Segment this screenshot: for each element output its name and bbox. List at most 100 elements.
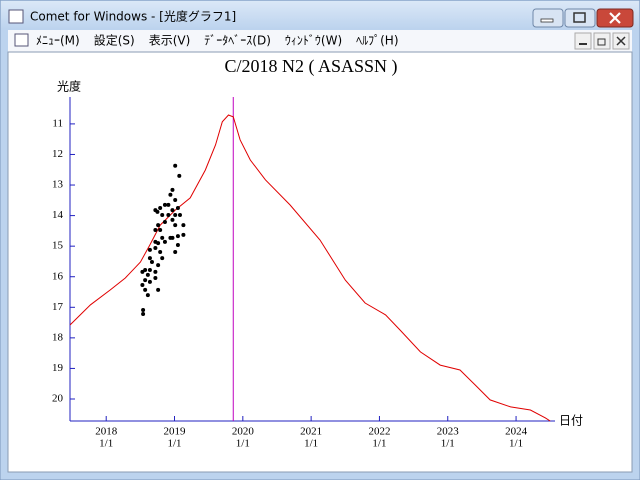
observation	[175, 205, 180, 210]
child-minimize[interactable]	[574, 32, 592, 50]
x-tick-label: 1/1	[509, 438, 523, 450]
y-tick-label: 14	[52, 209, 64, 221]
observation	[153, 275, 158, 280]
window-title: Comet for Windows - [光度グラフ1]	[30, 9, 236, 24]
observation	[168, 192, 173, 197]
observation	[149, 260, 154, 265]
observation	[173, 198, 178, 203]
chart-title: C/2018 N2 ( ASASSN )	[224, 56, 397, 77]
y-tick-label: 12	[52, 148, 63, 160]
observation	[177, 212, 182, 217]
menu-bar	[8, 30, 632, 52]
observation	[170, 187, 175, 192]
y-tick-label: 17	[52, 301, 64, 313]
observation	[147, 279, 152, 284]
observation	[156, 287, 161, 292]
observation	[160, 235, 165, 240]
x-tick-label: 2024	[505, 426, 528, 438]
chart: C/2018 N2 ( ASASSN ) 光度 日付 11 12 13 14 15 16 1…	[52, 56, 583, 449]
light-curve	[69, 114, 551, 422]
observation	[153, 245, 158, 250]
observation	[160, 256, 165, 261]
y-tick-label: 19	[52, 362, 64, 374]
x-tick-label: 1/1	[304, 438, 318, 450]
maximize-button[interactable]	[564, 8, 596, 28]
minimize-button[interactable]	[532, 8, 564, 28]
observation	[166, 202, 171, 207]
observation	[145, 293, 150, 298]
observation	[173, 249, 178, 254]
menu-item[interactable]: 設定(S)	[94, 33, 135, 48]
observation	[170, 208, 175, 213]
observation	[173, 212, 178, 217]
observation	[170, 235, 175, 240]
y-tick-label: 15	[52, 240, 64, 252]
observation	[153, 208, 158, 213]
observation	[156, 241, 161, 246]
observation	[147, 268, 152, 273]
client-area	[7, 51, 633, 473]
app-icon	[8, 9, 24, 24]
menu-item[interactable]: ﾒﾆｭｰ(M)	[36, 34, 80, 48]
observation	[173, 223, 178, 228]
observation	[158, 249, 163, 254]
observation	[141, 308, 146, 313]
x-tick-label: 1/1	[372, 438, 386, 450]
observation	[156, 263, 161, 268]
observation	[170, 217, 175, 222]
observation	[158, 227, 163, 232]
observation	[181, 232, 186, 237]
y-tick-label: 20	[52, 393, 64, 405]
observation	[181, 223, 186, 228]
x-axis-label: 日付	[559, 414, 583, 428]
x-tick-label: 2023	[437, 426, 460, 438]
observation	[153, 269, 158, 274]
observation	[175, 234, 180, 239]
maximize-icon	[573, 12, 586, 23]
y-tick-label: 16	[52, 270, 64, 282]
minimize-icon	[540, 18, 554, 23]
x-tick-label: 2021	[300, 426, 322, 438]
x-tick-label: 1/1	[167, 438, 181, 450]
observation	[156, 223, 161, 228]
observation	[160, 212, 165, 217]
observation	[162, 239, 167, 244]
menu-item[interactable]: ﾍﾙﾌﾟ(H)	[356, 34, 398, 48]
x-tick-label: 2018	[95, 426, 118, 438]
observation	[141, 312, 146, 317]
observation	[175, 242, 180, 247]
observation	[162, 202, 167, 207]
y-tick-label: 11	[52, 117, 63, 129]
observation	[166, 212, 171, 217]
child-restore[interactable]	[593, 32, 611, 50]
close-icon	[609, 12, 621, 24]
menu-item[interactable]: ｳｨﾝﾄﾞｳ(W)	[285, 34, 342, 48]
y-axis-label: 光度	[57, 79, 81, 94]
y-tick-label: 13	[52, 179, 64, 191]
menu-item[interactable]: ﾃﾞｰﾀﾍﾞｰｽ(D)	[204, 34, 271, 48]
observation	[162, 220, 167, 225]
child-close-icon	[616, 36, 626, 46]
observation	[143, 278, 148, 283]
observation	[173, 163, 178, 168]
x-tick-label: 2019	[164, 426, 187, 438]
x-tick-label: 1/1	[236, 438, 250, 450]
x-tick-label: 2022	[368, 426, 390, 438]
observation	[140, 282, 145, 287]
observation	[177, 173, 182, 178]
child-restore-icon	[597, 38, 606, 46]
menu-items: ﾒﾆｭｰ(M) 設定(S) 表示(V) ﾃﾞｰﾀﾍﾞｰｽ(D) ｳｨﾝﾄﾞｳ(W) ﾍﾙﾌ…	[36, 33, 399, 48]
x-tick-label: 1/1	[441, 438, 455, 450]
observation	[145, 272, 150, 277]
x-tick-label: 1/1	[99, 438, 113, 450]
observation	[147, 247, 152, 252]
child-icon	[14, 33, 29, 47]
x-tick-label: 2020	[232, 426, 255, 438]
observation	[158, 205, 163, 210]
menu-item[interactable]: 表示(V)	[149, 34, 191, 48]
observation	[153, 227, 158, 232]
observation	[140, 269, 145, 274]
observation	[147, 256, 152, 261]
y-tick-label: 18	[52, 331, 64, 343]
